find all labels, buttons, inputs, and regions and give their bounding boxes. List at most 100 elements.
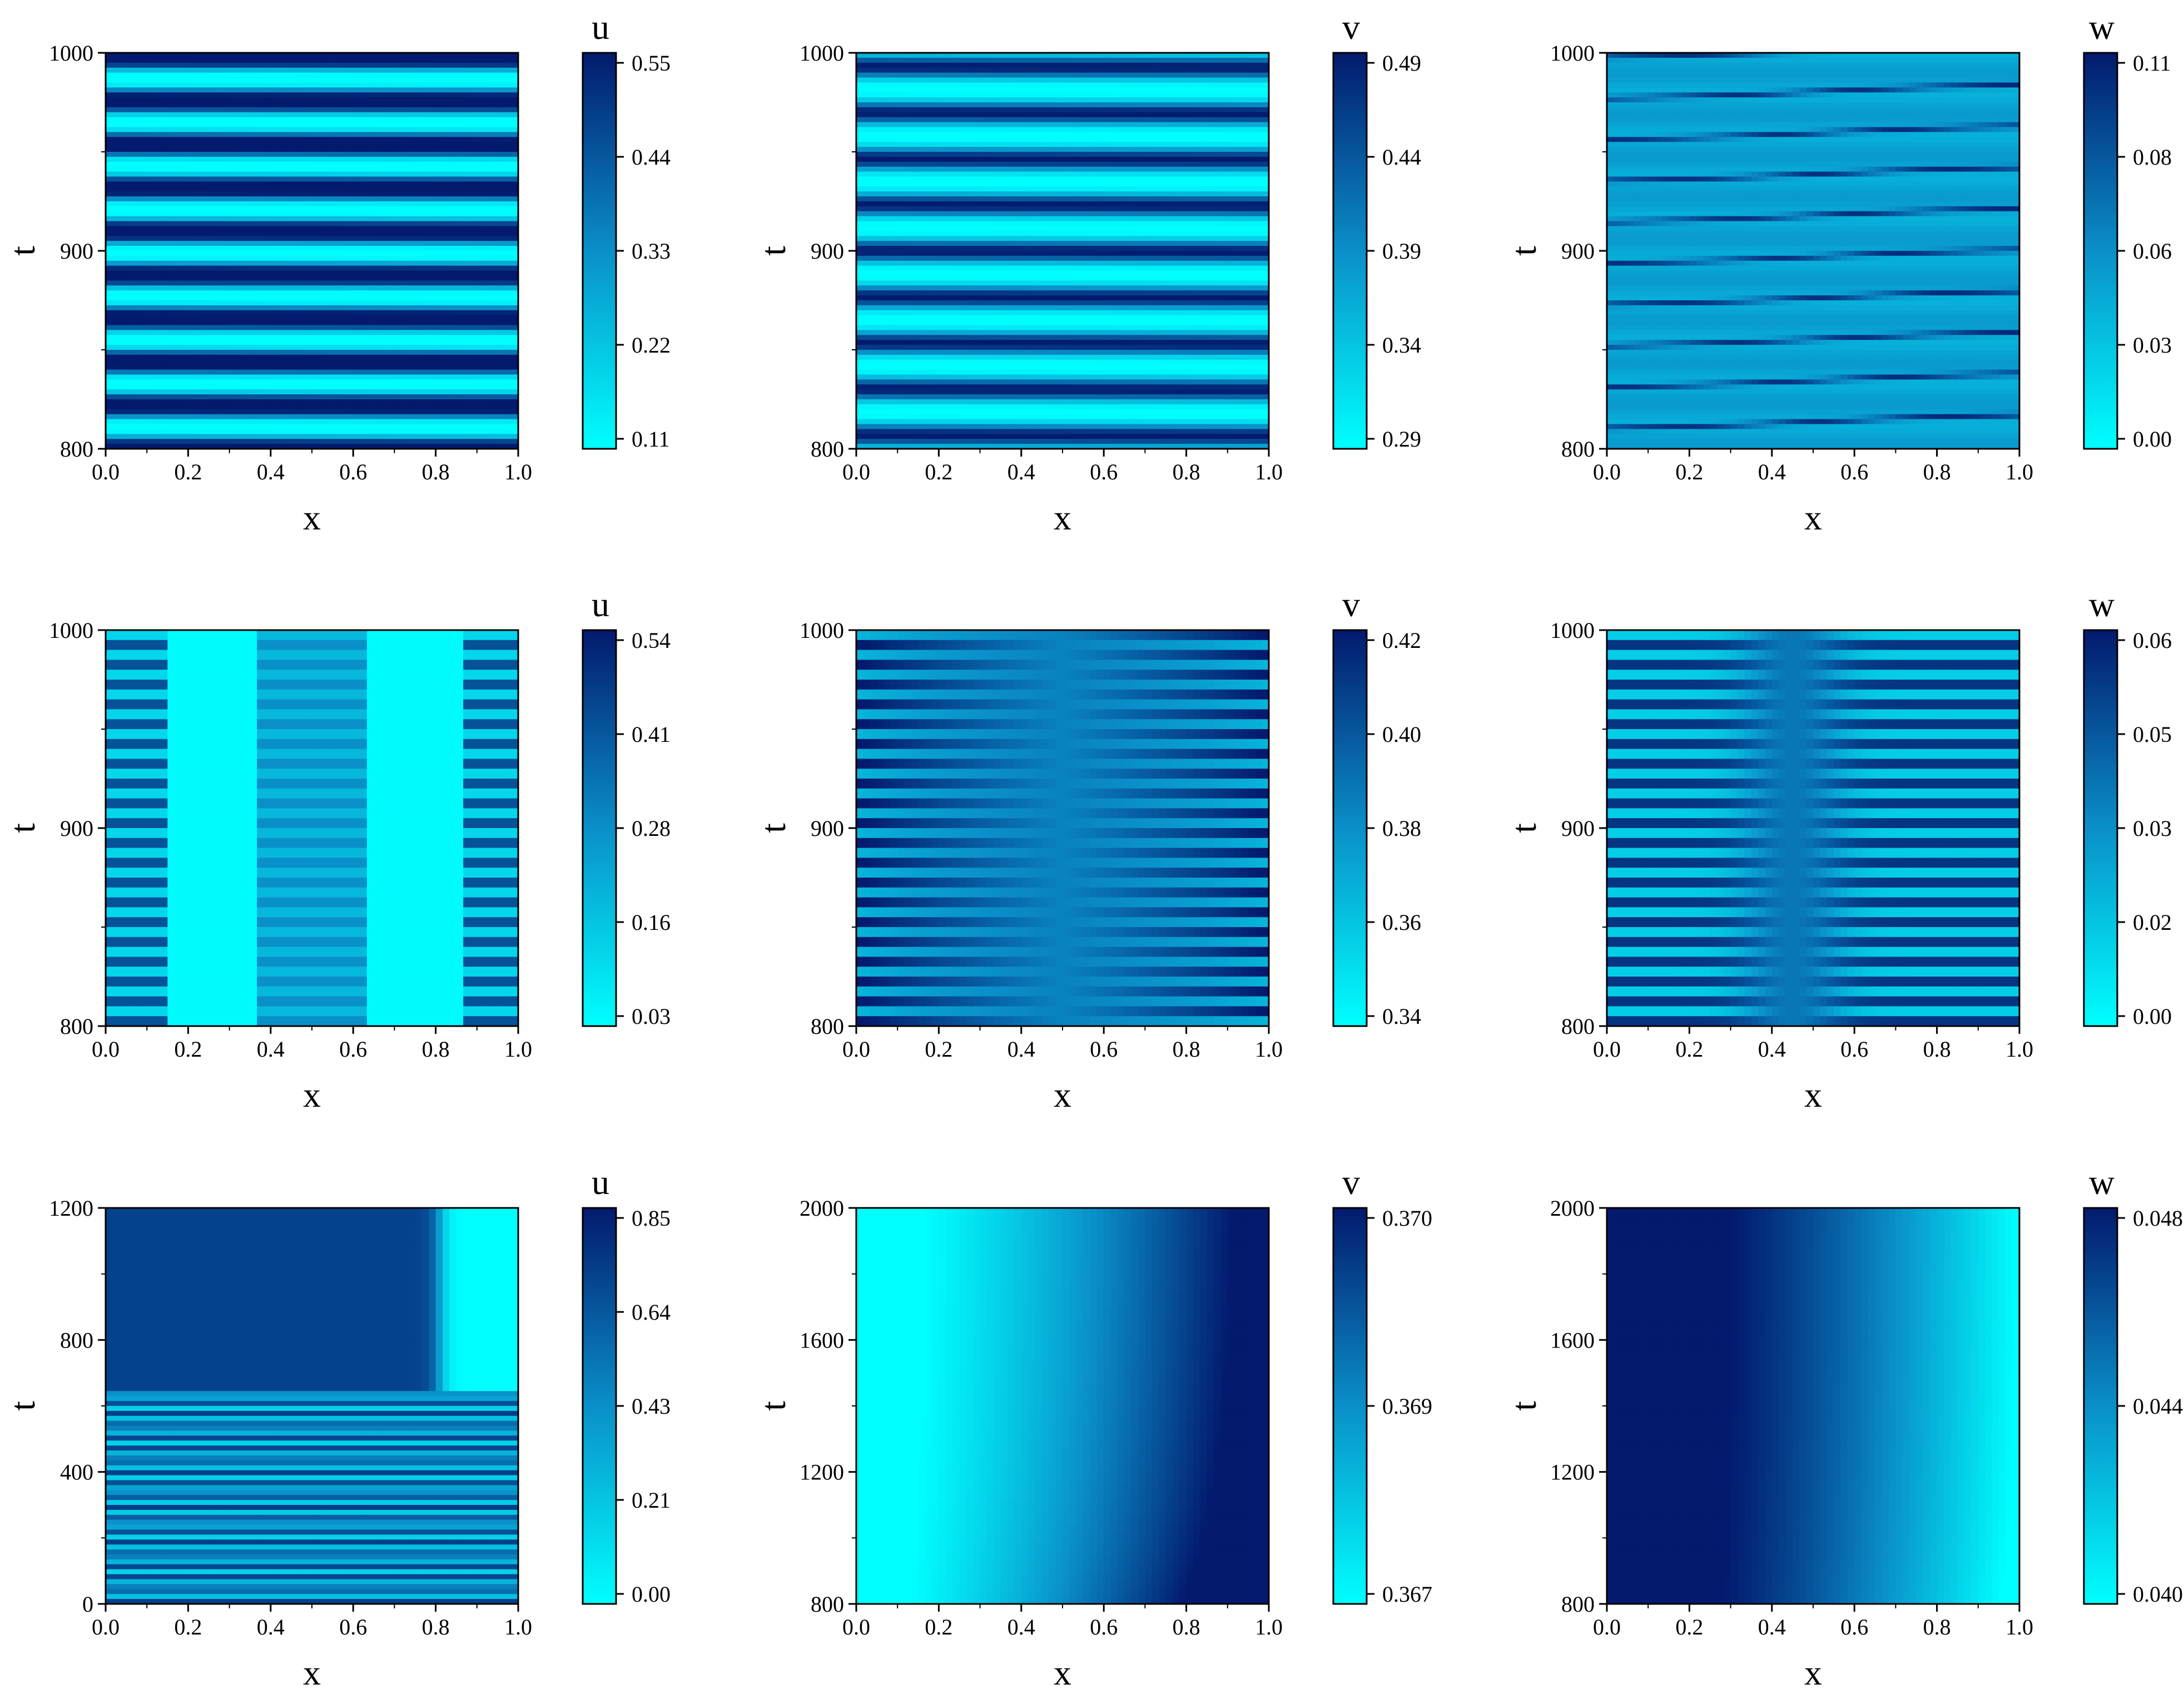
heatmap-cell (497, 221, 505, 227)
heatmap-cell (160, 439, 168, 444)
heatmap-cell (257, 221, 265, 227)
heatmap-cell (863, 62, 871, 68)
heatmap-cell (195, 246, 202, 251)
heatmap-cell (388, 127, 395, 132)
heatmap-cell (877, 53, 885, 58)
heatmap-cell (133, 404, 141, 410)
heatmap-cell (298, 186, 306, 192)
heatmap-cell (147, 102, 155, 108)
heatmap-cell (133, 251, 141, 256)
heatmap-cell (497, 404, 505, 410)
heatmap-cell (140, 216, 147, 222)
heatmap-cell (504, 399, 512, 405)
heatmap-cell (388, 196, 395, 202)
heatmap-cell (106, 152, 113, 157)
heatmap-cell (215, 345, 223, 350)
heatmap-cell (181, 87, 188, 93)
heatmap-cell (298, 221, 306, 227)
heatmap-cell (497, 196, 505, 202)
heatmap-cell (463, 335, 471, 340)
heatmap-cell (511, 394, 519, 400)
heatmap-cell (490, 102, 498, 108)
heatmap-cell (229, 87, 237, 93)
heatmap-cell (229, 335, 237, 340)
heatmap-cell (476, 142, 484, 147)
heatmap-cell (112, 117, 120, 123)
heatmap-cell (215, 424, 223, 429)
heatmap-cell (126, 320, 134, 326)
heatmap-cell (429, 191, 436, 197)
heatmap-cell (388, 246, 395, 251)
heatmap-cell (435, 186, 443, 192)
heatmap-cell (484, 300, 492, 306)
heatmap-cell (243, 434, 251, 439)
heatmap-cell (332, 434, 340, 439)
heatmap-cell (415, 340, 423, 345)
heatmap-cell (243, 330, 251, 335)
heatmap-cell (222, 369, 230, 375)
heatmap-cell (497, 67, 505, 73)
heatmap-cell (209, 350, 216, 355)
heatmap-cell (215, 251, 223, 256)
heatmap-cell (243, 201, 251, 207)
heatmap-cell (126, 270, 134, 276)
heatmap-cell (456, 285, 464, 291)
heatmap-cell (353, 270, 361, 276)
heatmap-cell (339, 419, 347, 425)
heatmap-cell (339, 285, 347, 291)
heatmap-cell (421, 102, 429, 108)
heatmap-cell (147, 340, 155, 345)
heatmap-cell (360, 359, 368, 365)
heatmap-cell (401, 265, 409, 271)
heatmap-cell (435, 300, 443, 306)
heatmap-cell (243, 236, 251, 241)
heatmap-cell (408, 67, 416, 73)
heatmap-cell (490, 142, 498, 147)
heatmap-cell (202, 191, 210, 197)
heatmap-cell (325, 350, 333, 355)
heatmap-cell (277, 251, 285, 256)
heatmap-cell (291, 295, 299, 301)
heatmap-cell (504, 92, 512, 98)
heatmap-cell (174, 359, 182, 365)
heatmap-cell (153, 379, 161, 385)
heatmap-cell (188, 152, 196, 157)
heatmap-cell (133, 359, 141, 365)
heatmap-cell (497, 142, 505, 147)
heatmap-cell (147, 374, 155, 380)
heatmap-cell (270, 67, 278, 73)
heatmap-cell (188, 53, 196, 58)
heatmap-cell (360, 132, 368, 137)
heatmap-cell (222, 236, 230, 241)
heatmap-cell (257, 92, 265, 98)
heatmap-cell (147, 112, 155, 118)
heatmap-cell (415, 325, 423, 330)
heatmap-cell (360, 384, 368, 390)
heatmap-cell (476, 216, 484, 222)
heatmap-cell (1151, 53, 1159, 58)
heatmap-cell (195, 72, 202, 78)
heatmap-cell (401, 77, 409, 83)
heatmap-cell (366, 87, 374, 93)
heatmap-cell (140, 67, 147, 73)
heatmap-cell (332, 176, 340, 182)
heatmap-cell (126, 374, 134, 380)
heatmap-cell (449, 325, 457, 330)
heatmap-cell (504, 295, 512, 301)
heatmap-cell (167, 255, 175, 261)
heatmap-cell (319, 221, 326, 227)
heatmap-cell (388, 221, 395, 227)
heatmap-cell (449, 414, 457, 420)
heatmap-cell (366, 434, 374, 439)
heatmap-cell (497, 444, 505, 449)
heatmap-cell (401, 359, 409, 365)
heatmap-cell (264, 226, 271, 231)
heatmap-cell (1007, 57, 1015, 63)
heatmap-cell (449, 231, 457, 236)
heatmap-cell (215, 62, 223, 68)
heatmap-cell (153, 186, 161, 192)
heatmap-cell (394, 82, 402, 88)
heatmap-cell (325, 166, 333, 172)
heatmap-cell (421, 62, 429, 68)
heatmap-cell (229, 444, 237, 449)
